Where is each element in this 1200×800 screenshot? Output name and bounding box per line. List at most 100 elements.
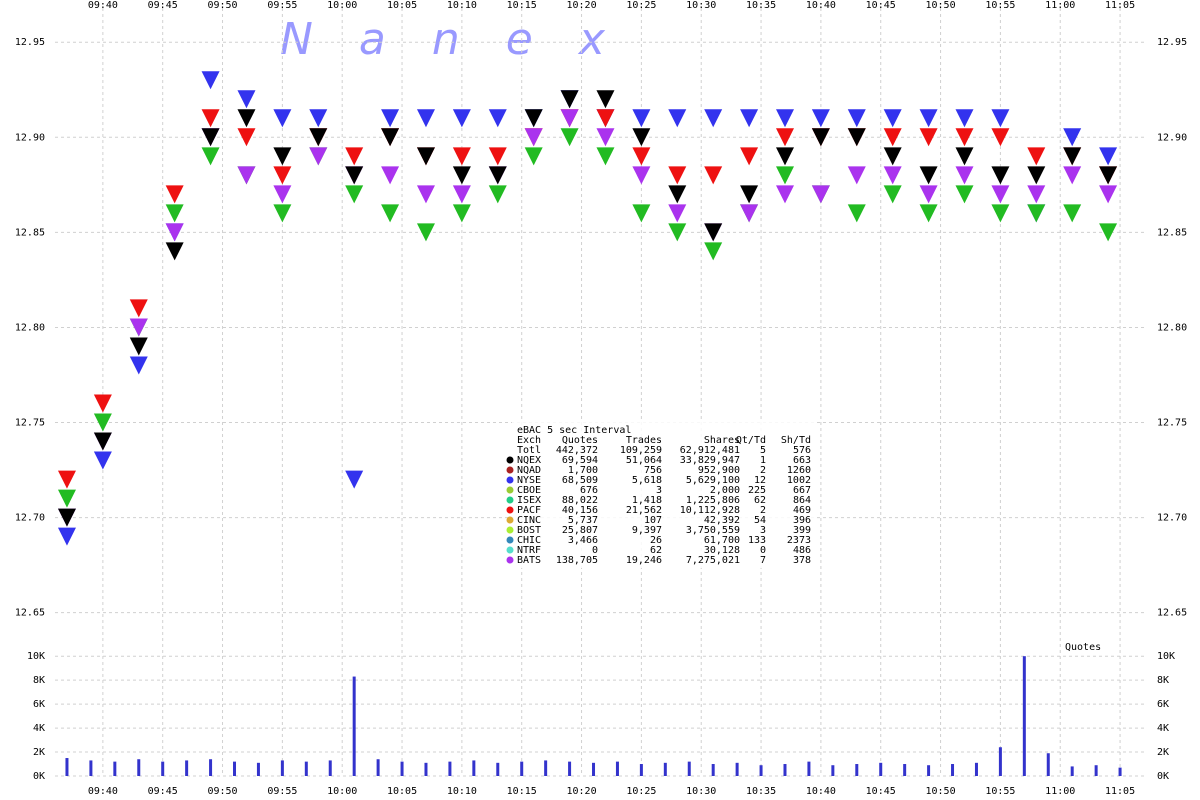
stats-cell: NQEX [517,455,541,466]
stats-cell: 2 [760,505,766,516]
y-tick-label: 8K [1157,675,1169,686]
y-tick-label: 2K [33,747,45,758]
volume-bar [687,761,691,776]
quote-marker [560,90,579,109]
y-tick-label: 12.85 [1157,227,1187,238]
stats-cell: 0 [760,545,766,556]
quote-marker [1063,204,1082,223]
volume-bar [352,676,356,776]
stats-cell: Totl [517,445,541,456]
stats-cell: CINC [517,515,541,526]
x-tick-label: 09:45 [148,0,178,11]
quote-marker [775,109,794,128]
y-tick-label: 0K [33,771,45,782]
quote-marker [668,166,687,185]
y-tick-label: 12.75 [1157,418,1187,429]
stats-cell: 0 [592,545,598,556]
quote-marker [919,109,938,128]
stats-cell: 1,418 [632,495,662,506]
quote-marker [704,223,723,242]
quote-marker [237,166,256,185]
volume-bar [639,764,643,776]
volume-bar [233,761,237,776]
quote-marker [273,166,292,185]
x-tick-label: 10:05 [387,786,417,797]
quote-marker [883,147,902,166]
stats-cell: 5,629,100 [686,475,740,486]
legend-marker [506,476,514,484]
quote-marker [596,147,615,166]
y-tick-label: 12.95 [1157,37,1187,48]
volume-bar [1022,656,1026,776]
quote-marker [955,109,974,128]
x-tick-label: 10:10 [447,0,477,11]
volume-bar [496,762,500,776]
x-tick-label: 11:00 [1045,0,1075,11]
quote-marker [1099,147,1118,166]
quote-marker [416,147,435,166]
quote-marker [488,109,507,128]
volume-bar [974,762,978,776]
quote-marker [955,128,974,147]
y-tick-label: 12.70 [15,513,45,524]
volume-bar [1070,766,1074,776]
legend-marker [506,486,514,494]
x-tick-label: 11:05 [1105,0,1135,11]
legend-marker [506,496,514,504]
volume-bar [735,762,739,776]
quote-marker [416,185,435,204]
x-tick-label: 10:25 [626,786,656,797]
x-tick-label: 10:35 [746,786,776,797]
x-tick-label: 09:40 [88,786,118,797]
stats-cell: 62,912,481 [680,445,740,456]
stats-header: Shares [704,435,740,446]
x-tick-label: 10:15 [507,786,537,797]
stats-cell: 756 [644,465,662,476]
quote-marker [883,166,902,185]
volume-bar [65,758,69,776]
quote-marker [1099,223,1118,242]
quote-marker [488,185,507,204]
stats-cell: 2,000 [710,485,740,496]
quote-marker [452,147,471,166]
quote-marker [883,109,902,128]
quote-marker [273,109,292,128]
legend-marker [506,556,514,564]
volume-bar [137,759,141,776]
y-tick-label: 12.90 [1157,132,1187,143]
quote-marker [883,185,902,204]
stats-cell: 12 [754,475,766,486]
quote-marker [165,242,184,261]
stats-cell: 1,700 [568,465,598,476]
stats-cell: ISEX [517,495,541,506]
volume-bar [448,761,452,776]
volume-bar [951,764,955,776]
volume-label: Quotes [1065,642,1101,653]
stats-cell: 30,128 [704,545,740,556]
volume-bar [113,761,117,776]
y-tick-label: 12.70 [1157,513,1187,524]
stats-cell: PACF [517,505,541,516]
volume-bar [855,764,859,776]
quote-marker [668,109,687,128]
x-tick-label: 10:40 [806,786,836,797]
quote-marker [775,166,794,185]
volume-bar [89,760,93,776]
x-tick-label: 10:45 [866,786,896,797]
quote-marker [273,185,292,204]
quote-marker [488,166,507,185]
watermark: Nanex [280,14,651,65]
quote-marker [93,394,112,413]
quote-marker [991,128,1010,147]
quote-marker [57,527,76,546]
stats-cell: 225 [748,485,766,496]
quote-marker [919,185,938,204]
volume-bar [209,759,213,776]
volume-bar [998,747,1002,776]
quote-marker [919,166,938,185]
x-tick-label: 10:25 [626,0,656,11]
quote-marker [847,166,866,185]
stats-cell: 88,022 [562,495,598,506]
volume-bar [783,764,787,776]
stats-cell: BATS [517,555,541,566]
